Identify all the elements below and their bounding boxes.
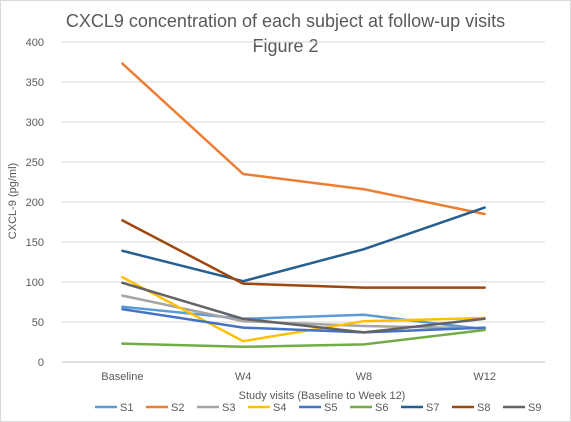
y-axis-label: CXCL-9 (pg/ml) — [7, 163, 19, 239]
x-tick-label: W12 — [473, 371, 496, 383]
series-line-s9 — [121, 281, 486, 334]
y-axis-ticks: 0 50 100 150 200 250 300 350 400 — [26, 37, 44, 369]
legend-entry-s2: S2 — [171, 402, 184, 414]
legend-entry-s3: S3 — [222, 402, 235, 414]
series-line-s6 — [121, 328, 486, 349]
chart-subtitle: Figure 2 — [252, 36, 319, 56]
y-tick-label: 400 — [26, 37, 44, 49]
y-tick-label: 150 — [26, 237, 44, 249]
y-tick-label: 50 — [32, 317, 44, 329]
series-line-s1 — [121, 305, 486, 331]
series-line-s8 — [121, 219, 486, 289]
y-tick-label: 100 — [26, 277, 44, 289]
x-axis-ticks: Baseline W4 W8 W12 — [101, 371, 496, 383]
y-tick-label: 250 — [26, 157, 44, 169]
chart-title: CXCL9 concentration of each subject at f… — [65, 11, 506, 31]
x-tick-label: W4 — [235, 371, 252, 383]
x-tick-label: W8 — [356, 371, 373, 383]
legend-entry-s5: S5 — [324, 402, 337, 414]
legend-entry-s9: S9 — [528, 402, 541, 414]
y-tick-label: 350 — [26, 77, 44, 89]
legend-entry-s4: S4 — [273, 402, 286, 414]
series-line-s2 — [121, 62, 486, 216]
legend: S1 S2 S3 S4 S5 S6 S7 S8 S9 — [95, 402, 541, 414]
legend-entry-s6: S6 — [375, 402, 388, 414]
y-tick-label: 0 — [38, 357, 44, 369]
legend-entry-s1: S1 — [120, 402, 133, 414]
y-tick-label: 300 — [26, 117, 44, 129]
y-tick-label: 200 — [26, 197, 44, 209]
series-line-s7 — [121, 206, 486, 283]
x-tick-label: Baseline — [101, 371, 143, 383]
x-axis-label: Study visits (Baseline to Week 12) — [239, 390, 406, 402]
series-line-s5 — [121, 307, 486, 334]
legend-entry-s7: S7 — [426, 402, 439, 414]
legend-entry-s8: S8 — [477, 402, 490, 414]
gridlines — [62, 41, 545, 363]
series-lines — [121, 62, 486, 349]
